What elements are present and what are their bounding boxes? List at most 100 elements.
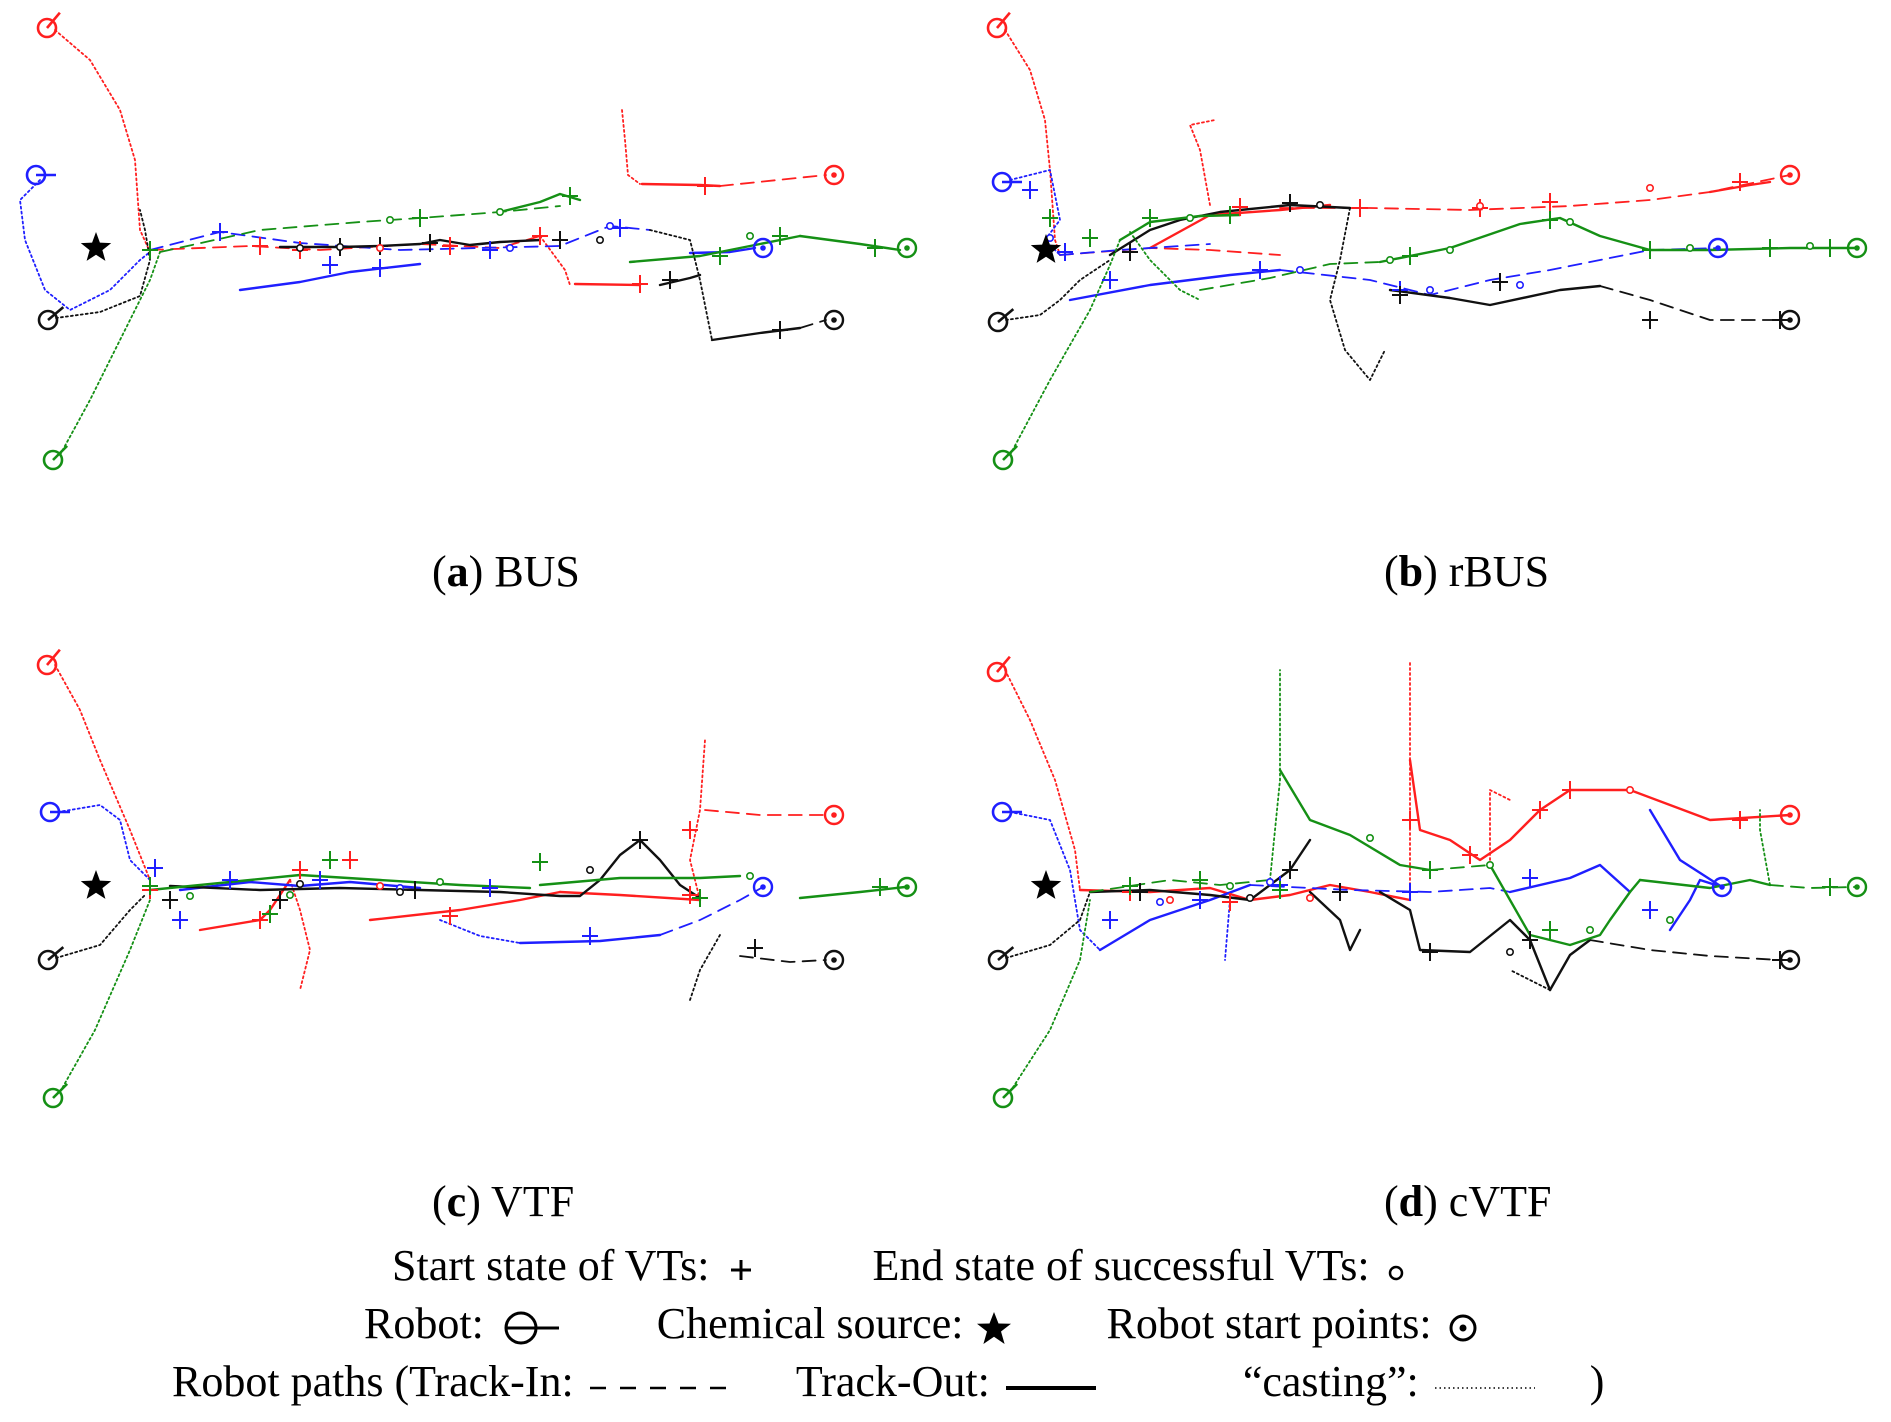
vt-end-marker bbox=[295, 244, 304, 253]
vt-end-marker bbox=[1585, 925, 1594, 934]
vt-start-marker bbox=[632, 831, 648, 849]
robot-path bbox=[289, 879, 311, 991]
vt-end-marker bbox=[435, 878, 444, 887]
solid-line-icon bbox=[1005, 1385, 1096, 1390]
robot-path bbox=[1278, 768, 1432, 872]
robot-path bbox=[1009, 899, 1091, 1093]
vt-start-marker bbox=[1222, 206, 1238, 224]
robot-path bbox=[688, 246, 757, 255]
vt-start-marker bbox=[712, 247, 728, 265]
robot-path bbox=[54, 29, 151, 253]
vt-start-marker bbox=[1422, 943, 1438, 961]
robot-start-point bbox=[1779, 164, 1801, 186]
chemical-source-star bbox=[1030, 870, 1062, 899]
robot-path bbox=[1329, 207, 1386, 381]
robot-path bbox=[1199, 261, 1381, 291]
vt-start-marker bbox=[1542, 211, 1558, 229]
panel-b bbox=[986, 11, 1868, 471]
legend-casting-label: “casting”: bbox=[1242, 1357, 1419, 1406]
legend-robot-start-label: Robot start points: bbox=[1106, 1299, 1432, 1348]
robot-icon bbox=[42, 1087, 64, 1109]
robot-icon bbox=[986, 17, 1008, 39]
legend-row-1: Start state of VTs: End state of success… bbox=[392, 1240, 1411, 1291]
vt-end-marker bbox=[1305, 893, 1314, 902]
robot-path bbox=[59, 251, 161, 456]
vt-end-marker bbox=[1445, 246, 1454, 255]
robot-path bbox=[1548, 938, 1592, 992]
plus-icon bbox=[730, 1259, 751, 1280]
robot-path bbox=[1378, 216, 1857, 264]
vt-end-marker bbox=[1665, 915, 1674, 924]
vt-start-marker bbox=[1102, 911, 1118, 929]
star-icon bbox=[977, 1311, 1012, 1344]
vt-start-marker bbox=[632, 275, 648, 293]
robot-path bbox=[518, 933, 662, 945]
robot-path bbox=[1308, 890, 1362, 952]
vt-start-marker bbox=[1492, 273, 1508, 291]
vt-start-marker bbox=[172, 911, 188, 929]
vt-start-marker bbox=[1532, 801, 1548, 819]
robot-path bbox=[149, 225, 651, 251]
robot-path bbox=[1508, 863, 1632, 894]
vt-start-marker bbox=[312, 871, 328, 889]
vt-start-marker bbox=[1272, 881, 1288, 899]
robot-heading bbox=[52, 1082, 69, 1099]
robot-start-point-dot bbox=[760, 245, 766, 251]
robot-path bbox=[1648, 808, 1724, 889]
robot-path bbox=[538, 874, 742, 887]
vt-start-marker bbox=[1057, 243, 1073, 261]
robot-heading bbox=[47, 306, 65, 321]
robot-path bbox=[719, 174, 827, 187]
vt-end-marker bbox=[1505, 947, 1514, 956]
legend-close-paren: ) bbox=[1589, 1357, 1605, 1406]
robot-icon bbox=[987, 949, 1009, 971]
robot-start-point-dot bbox=[1715, 245, 1721, 251]
robot-path bbox=[1009, 811, 1101, 951]
vt-start-marker bbox=[1282, 861, 1298, 879]
robot-path bbox=[1189, 119, 1216, 206]
vt-start-marker bbox=[212, 223, 228, 241]
robot-path bbox=[1708, 180, 1772, 194]
vt-start-marker bbox=[222, 871, 238, 889]
vt-end-marker bbox=[1645, 184, 1654, 193]
robot-start-point bbox=[752, 876, 774, 898]
vt-start-marker bbox=[1232, 198, 1248, 216]
robot-path bbox=[799, 319, 827, 329]
vt-start-marker bbox=[697, 177, 713, 195]
robot-icon bbox=[37, 309, 59, 331]
vt-start-marker bbox=[1352, 199, 1368, 217]
vt-start-marker bbox=[1142, 209, 1158, 227]
vt-start-marker bbox=[142, 241, 158, 259]
robot-heading bbox=[1002, 1082, 1019, 1099]
robot-path bbox=[1589, 939, 1781, 961]
vt-start-marker bbox=[1122, 243, 1138, 261]
robot-start-point bbox=[1711, 876, 1733, 898]
vt-end-marker bbox=[1315, 201, 1324, 210]
robot-start-point bbox=[1707, 237, 1729, 259]
robot-start-point bbox=[752, 237, 774, 259]
robot-heading bbox=[52, 444, 69, 461]
robot-start-point bbox=[823, 949, 845, 971]
robot-icon bbox=[992, 1087, 1014, 1109]
vt-end-marker bbox=[1425, 285, 1434, 294]
vt-start-marker bbox=[1402, 811, 1418, 829]
small-circle-icon bbox=[1388, 1265, 1403, 1281]
vt-start-marker bbox=[1392, 286, 1408, 304]
robot-start-point bbox=[896, 237, 918, 259]
robot-path bbox=[1249, 884, 1511, 893]
robot-path bbox=[798, 234, 902, 252]
robot-heading bbox=[47, 946, 65, 961]
vt-end-marker bbox=[1485, 861, 1494, 870]
vt-start-marker bbox=[1402, 247, 1418, 265]
vt-end-marker bbox=[285, 890, 294, 899]
robot-start-point bbox=[823, 804, 845, 826]
vt-end-marker bbox=[1245, 893, 1254, 902]
vt-start-marker bbox=[162, 891, 178, 909]
vt-end-marker bbox=[395, 887, 404, 896]
vt-end-marker bbox=[1225, 882, 1234, 891]
legend-end-state-label: End state of successful VTs: bbox=[872, 1241, 1370, 1290]
robot-icon bbox=[992, 449, 1014, 471]
robot-path bbox=[1429, 864, 1491, 871]
robot-path bbox=[1489, 789, 1511, 861]
vt-start-marker bbox=[1462, 846, 1478, 864]
